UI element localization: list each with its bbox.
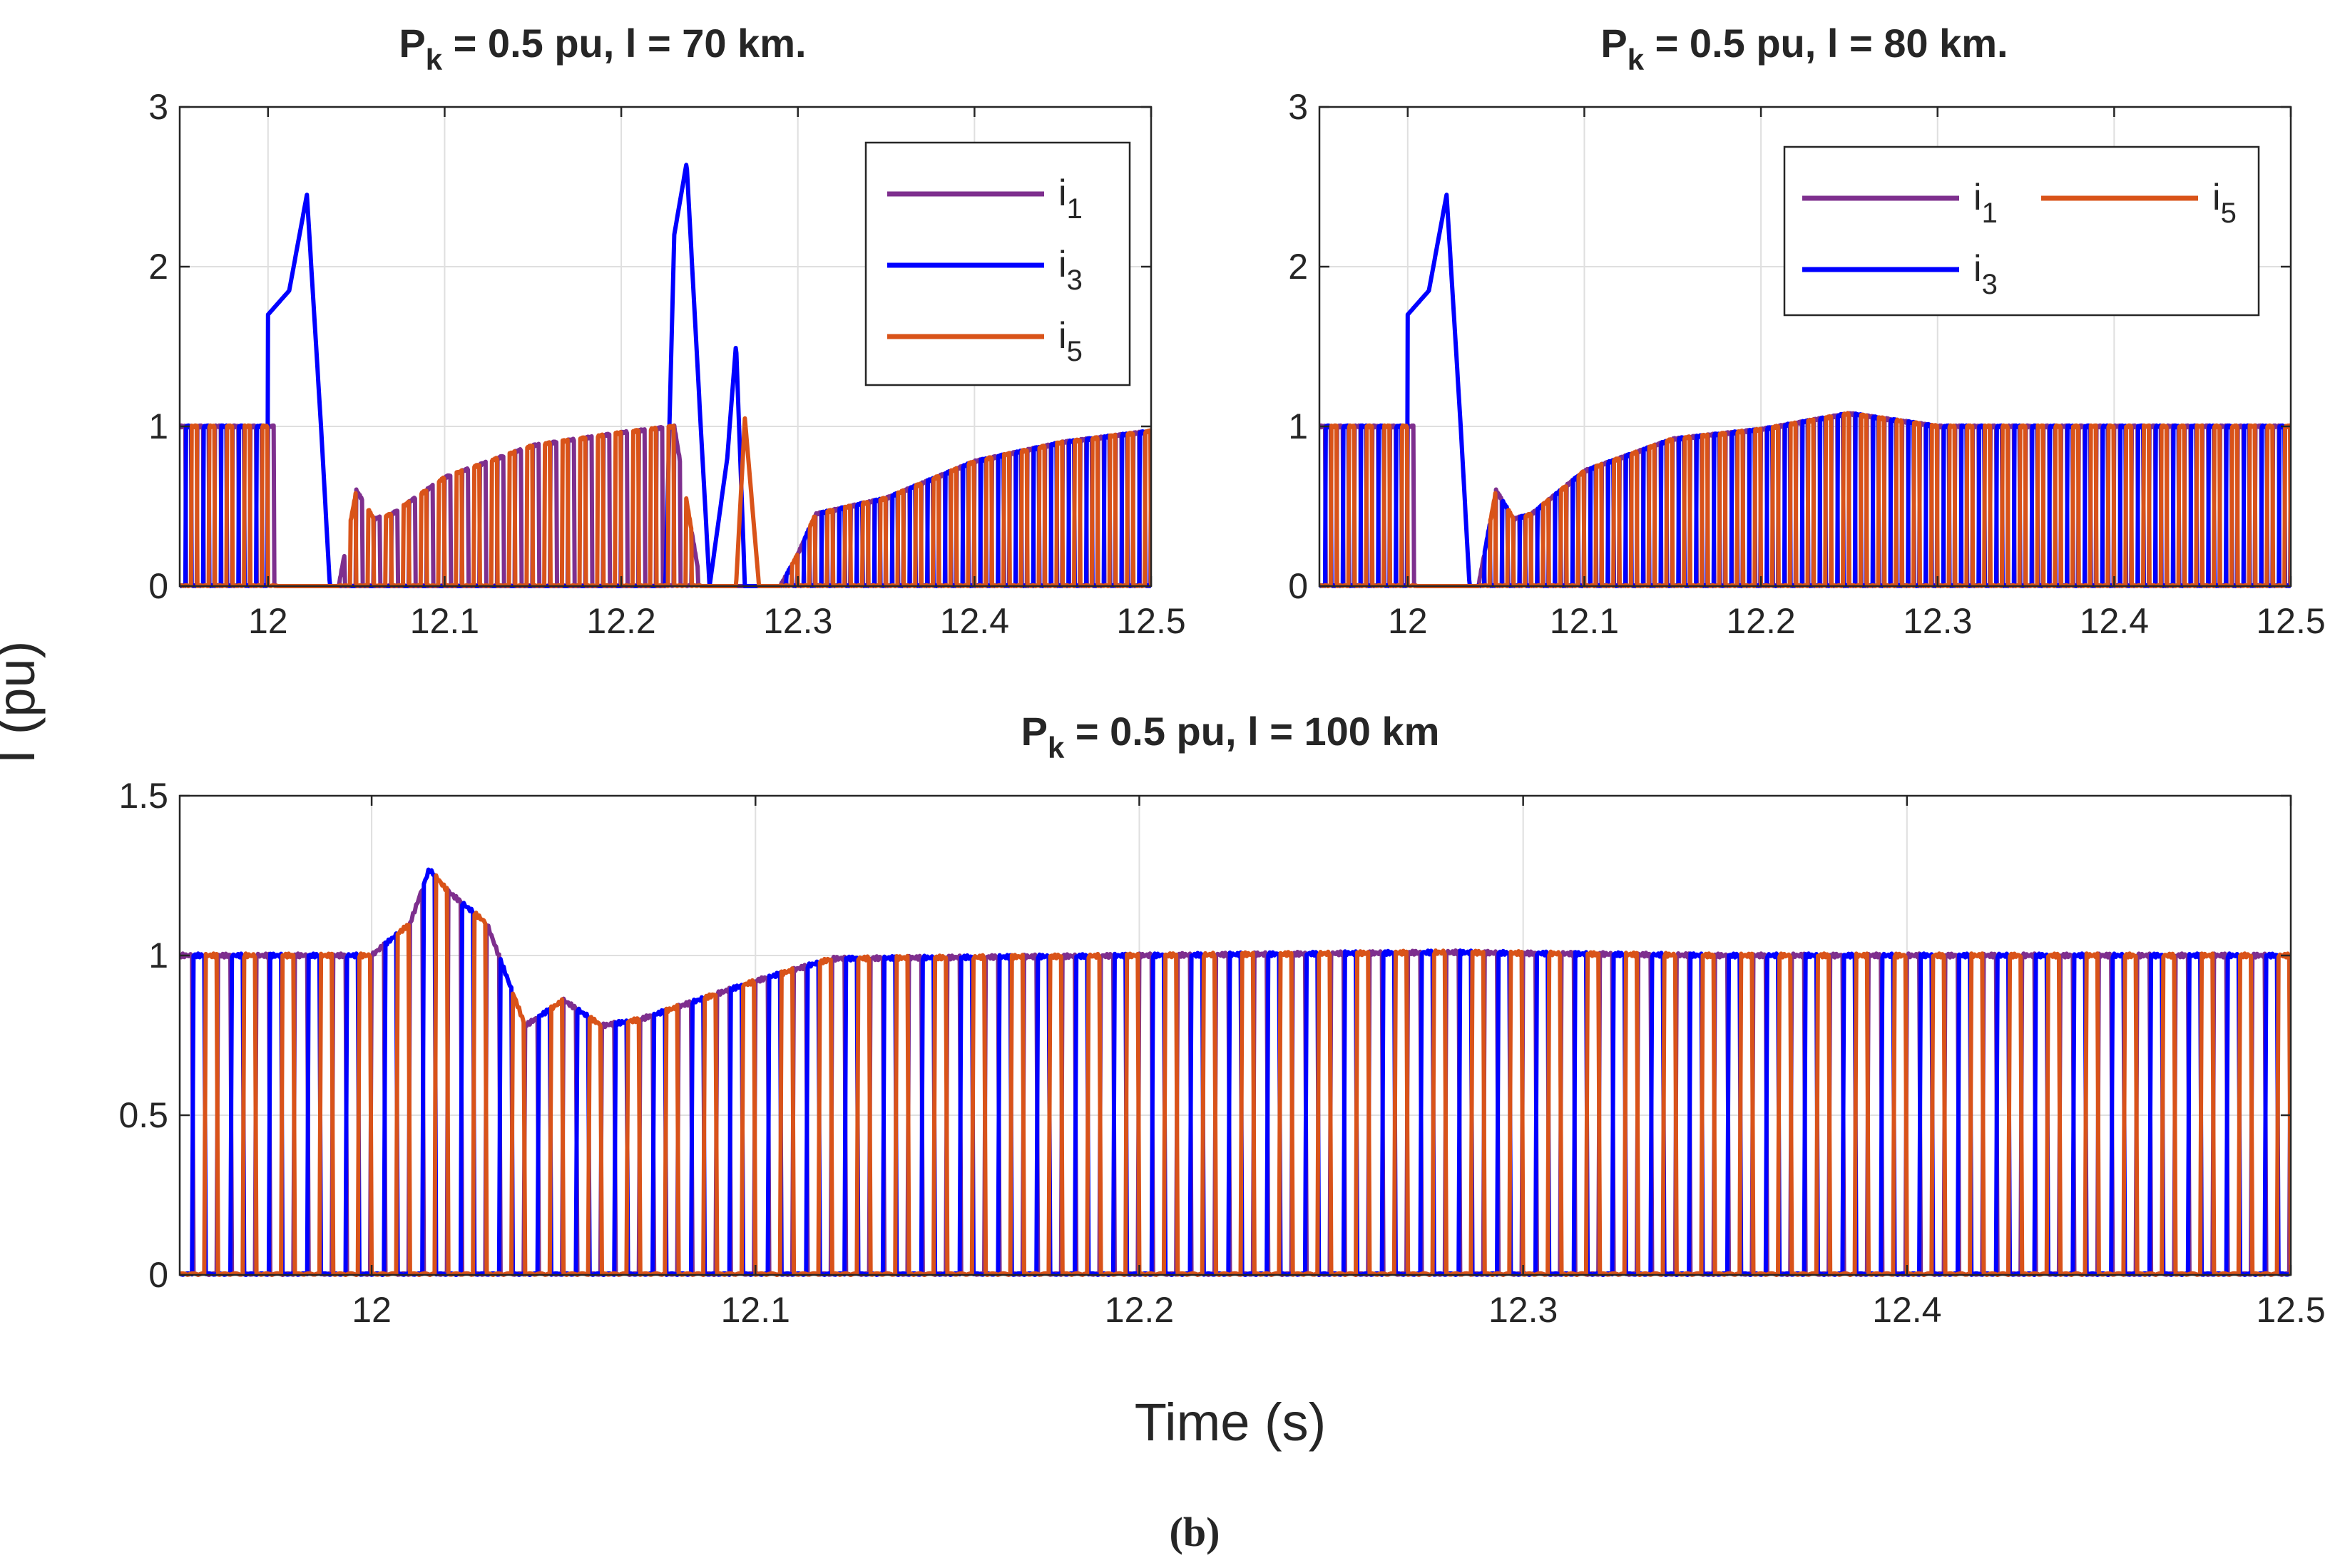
x-tick-label: 12.2 [1105, 1290, 1174, 1330]
x-tick-label: 12.1 [721, 1290, 790, 1330]
panel-title: Pk = 0.5 pu, l = 100 km [1021, 709, 1440, 764]
y-axis-label: I (pu) [0, 641, 46, 764]
y-tick-label: 0 [148, 1255, 168, 1295]
chart-panel-80km: Pk = 0.5 pu, l = 80 km. 12 12.1 12.2 12.3 12… [1288, 21, 2325, 641]
x-tick-label: 12.1 [410, 601, 479, 641]
axes-box [178, 794, 2292, 1276]
x-tick-label: 12 [352, 1290, 392, 1330]
axes-box [1318, 106, 2292, 588]
legend-label-i3: i3 [1973, 248, 1998, 300]
legend-box [1783, 145, 2260, 317]
x-tick-label: 12.3 [1488, 1290, 1558, 1330]
y-tick-label: 3 [148, 87, 168, 127]
figure-caption: (b) [1170, 1509, 1220, 1555]
y-tick-label: 3 [1288, 87, 1308, 127]
legend: i1 i3 i5 [864, 141, 1131, 386]
y-tick-label: 1.5 [118, 776, 168, 816]
axes-box [178, 106, 1153, 588]
x-tick-label: 12.4 [1872, 1290, 1941, 1330]
y-tick-label: 1 [148, 406, 168, 446]
x-tick-label: 12.4 [2080, 601, 2149, 641]
plot-area [180, 796, 2291, 1275]
panel-title: Pk = 0.5 pu, l = 80 km. [1600, 21, 2008, 76]
x-tick-label: 12 [1388, 601, 1428, 641]
x-tick-label: 12 [248, 601, 288, 641]
legend-label-i5: i5 [1058, 315, 1083, 367]
x-axis-label: Time (s) [1135, 1393, 1327, 1452]
legend-label-i3: i3 [1058, 244, 1083, 296]
chart-panel-70km: Pk = 0.5 pu, l = 70 km. 12 12.1 12.2 12.3 12… [148, 21, 1185, 641]
y-tick-label: 0 [148, 566, 168, 606]
y-tick-label: 2 [148, 247, 168, 287]
x-tick-label: 12.2 [1726, 601, 1795, 641]
y-tick-label: 1 [148, 936, 168, 975]
chart-panel-100km: Pk = 0.5 pu, l = 100 km 12 12.1 12.2 12.3 12… [118, 709, 2325, 1330]
y-tick-label: 1 [1288, 406, 1308, 446]
x-tick-label: 12.3 [763, 601, 832, 641]
y-tick-label: 0.5 [118, 1095, 168, 1135]
x-tick-label: 12.1 [1550, 601, 1619, 641]
legend-label-i1: i1 [1973, 177, 1998, 229]
legend-label-i1: i1 [1058, 173, 1083, 225]
y-tick-label: 0 [1288, 566, 1308, 606]
y-tick-label: 2 [1288, 247, 1308, 287]
series-line-i5 [180, 873, 2291, 1277]
x-tick-label: 12.3 [1903, 601, 1972, 641]
x-tick-label: 12.4 [940, 601, 1009, 641]
x-tick-label: 12.5 [2256, 601, 2325, 641]
x-tick-label: 12.5 [2256, 1290, 2325, 1330]
x-tick-label: 12.2 [586, 601, 655, 641]
legend: i1 i5 i3 [1783, 145, 2260, 317]
legend-label-i5: i5 [2212, 177, 2237, 229]
x-tick-label: 12.5 [1116, 601, 1185, 641]
panel-title: Pk = 0.5 pu, l = 70 km. [399, 21, 806, 76]
